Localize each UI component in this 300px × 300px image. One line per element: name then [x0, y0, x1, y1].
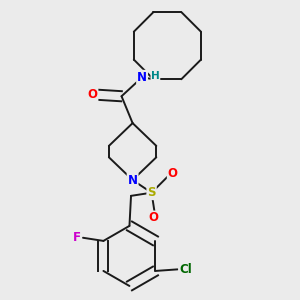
Text: H: H [151, 71, 160, 81]
Text: O: O [168, 167, 178, 180]
Text: N: N [137, 71, 147, 84]
Text: S: S [147, 186, 156, 199]
Text: O: O [148, 212, 158, 224]
Text: O: O [88, 88, 98, 101]
Text: N: N [128, 173, 138, 187]
Text: Cl: Cl [179, 263, 192, 276]
Text: F: F [73, 231, 81, 244]
